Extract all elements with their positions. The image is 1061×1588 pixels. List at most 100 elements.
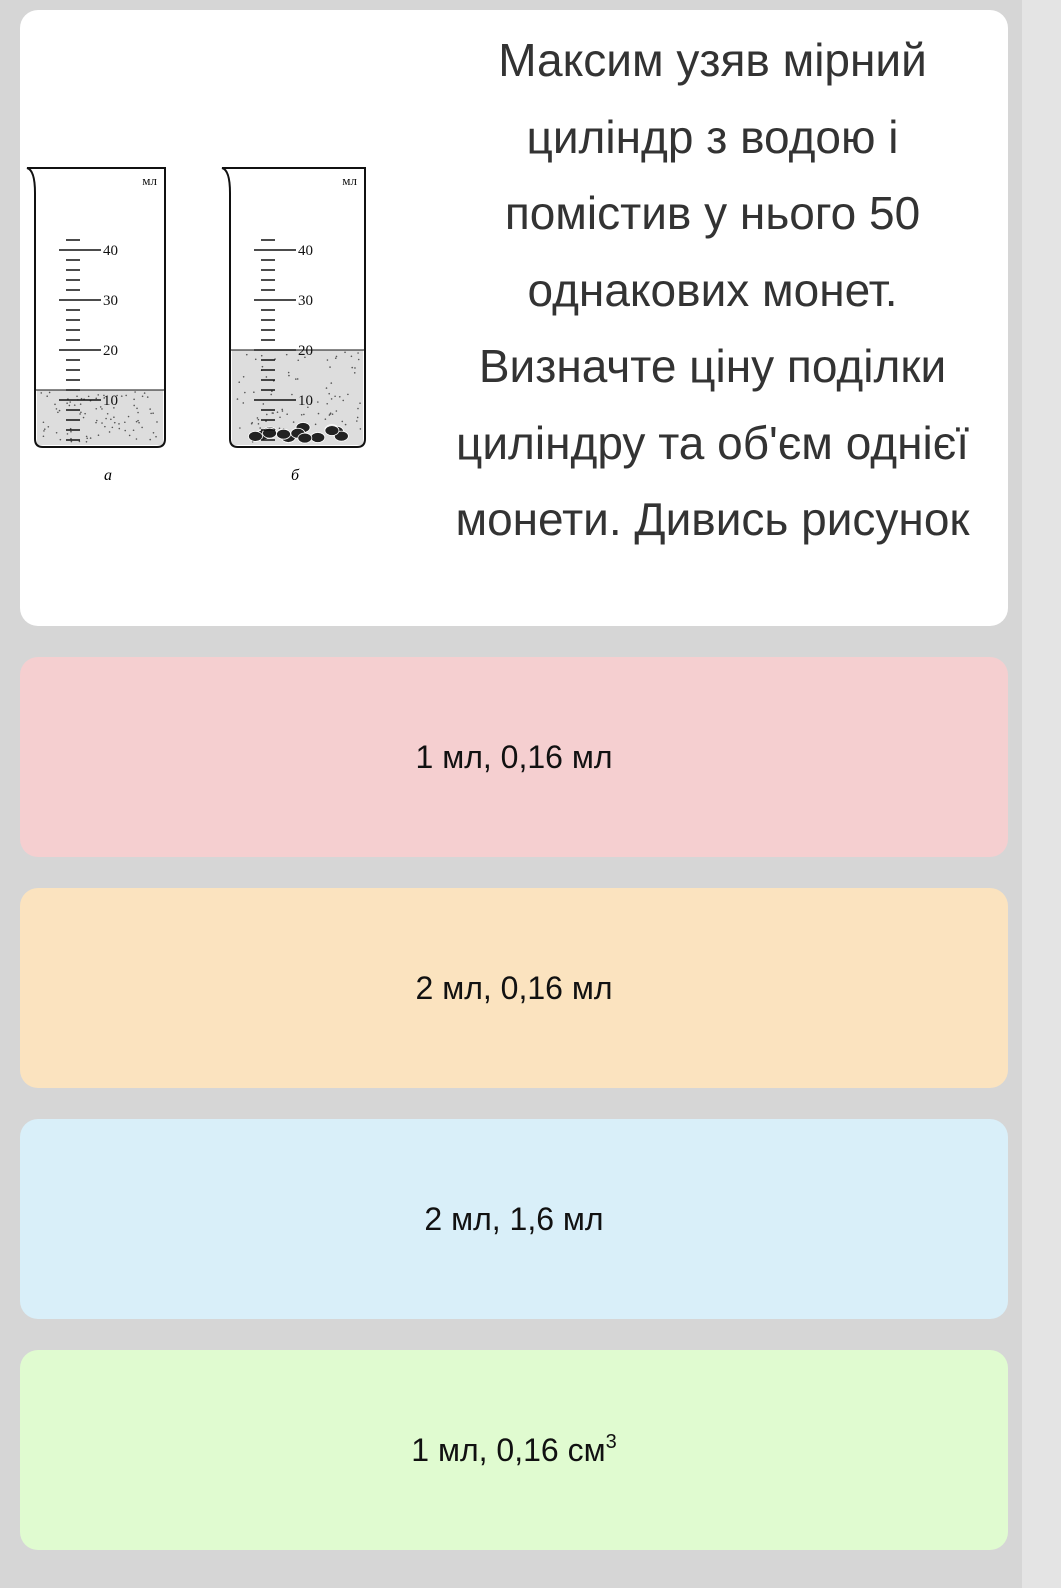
- coin: [298, 433, 312, 443]
- option-label: 1 мл, 0,16 мл: [416, 739, 613, 776]
- water-speckle: [336, 410, 338, 412]
- water-speckle: [238, 381, 240, 383]
- coin: [277, 429, 291, 439]
- water-speckle: [110, 418, 112, 420]
- water-speckle: [266, 376, 268, 378]
- water-speckle: [95, 398, 97, 400]
- water-speckle: [142, 396, 144, 398]
- water-speckle: [43, 435, 45, 437]
- water-speckle: [291, 394, 293, 396]
- water-speckle: [246, 354, 248, 356]
- answer-option-2[interactable]: 2 мл, 0,16 мл: [20, 888, 1008, 1088]
- water-speckle: [341, 421, 343, 423]
- water-speckle: [86, 441, 88, 443]
- water-speckle: [95, 408, 97, 410]
- water-speckle: [133, 405, 135, 407]
- answer-option-4[interactable]: 1 мл, 0,16 см 3: [20, 1350, 1008, 1550]
- water-speckle: [357, 417, 359, 419]
- water-speckle: [330, 382, 332, 384]
- water-speckle: [69, 401, 71, 403]
- water-speckle: [357, 408, 359, 410]
- water-speckle: [242, 402, 244, 404]
- water-speckle: [261, 355, 263, 357]
- water-speckle: [129, 435, 131, 437]
- water-speckle: [344, 351, 346, 353]
- water-speckle: [327, 359, 329, 361]
- water-speckle: [56, 408, 58, 410]
- water-speckle: [297, 359, 299, 361]
- water-speckle: [315, 424, 317, 426]
- water-speckle: [153, 432, 155, 434]
- water-speckle: [124, 421, 126, 423]
- water-speckle: [69, 405, 71, 407]
- scale-label: 30: [298, 293, 313, 309]
- answer-option-3[interactable]: 2 мл, 1,6 мл: [20, 1119, 1008, 1319]
- water-speckle: [86, 438, 88, 440]
- scale-label: 10: [298, 393, 313, 409]
- unit-label: мл: [342, 173, 357, 188]
- water-speckle: [358, 359, 360, 361]
- water-speckle: [70, 438, 72, 440]
- water-speckle: [67, 433, 69, 435]
- water-speckle: [244, 392, 246, 394]
- scale-label: 20: [103, 343, 118, 359]
- water-speckle: [71, 441, 73, 443]
- water-speckle: [303, 414, 305, 416]
- water-speckle: [347, 394, 349, 396]
- water-speckle: [66, 402, 68, 404]
- coin: [248, 431, 262, 441]
- water-speckle: [297, 378, 299, 380]
- water-speckle: [251, 423, 253, 425]
- water-speckle: [295, 378, 297, 380]
- cylinder-b: 40302010мл: [222, 168, 365, 447]
- water-speckle: [79, 441, 81, 443]
- water-speckle: [257, 417, 259, 419]
- water-speckle: [266, 414, 268, 416]
- water-speckle: [54, 404, 56, 406]
- water-speckle: [137, 420, 139, 422]
- water-speckle: [141, 427, 143, 429]
- water-speckle: [356, 420, 358, 422]
- option-label: 1 мл, 0,16 см: [411, 1432, 605, 1469]
- water-speckle: [105, 418, 107, 420]
- water-speckle: [360, 428, 362, 430]
- water-speckle: [86, 436, 88, 438]
- water-speckle: [83, 417, 85, 419]
- water-speckle: [128, 416, 130, 418]
- water-speckle: [144, 392, 146, 394]
- water-speckle: [318, 413, 320, 415]
- water-speckle: [133, 429, 135, 431]
- option-label: 2 мл, 1,6 мл: [424, 1201, 603, 1238]
- water-speckle: [342, 400, 344, 402]
- coin: [311, 432, 325, 442]
- water-speckle: [107, 413, 109, 415]
- water-speckle: [293, 421, 295, 423]
- water-speckle: [112, 427, 114, 429]
- scrollbar-track[interactable]: [1022, 0, 1061, 1588]
- scale-label: 40: [298, 243, 313, 259]
- water-speckle: [43, 430, 45, 432]
- water-speckle: [357, 352, 359, 354]
- water-speckle: [118, 423, 120, 425]
- water-speckle: [152, 412, 154, 414]
- water-speckle: [56, 432, 58, 434]
- cylinder-a-label: а: [104, 467, 112, 484]
- water-speckle: [80, 411, 82, 413]
- water-speckle: [336, 356, 338, 358]
- water-speckle: [95, 422, 97, 424]
- water-speckle: [331, 398, 333, 400]
- water-speckle: [136, 438, 138, 440]
- water-speckle: [96, 420, 98, 422]
- water-speckle: [150, 413, 152, 415]
- water-speckle: [329, 366, 331, 368]
- water-speckle: [326, 403, 328, 405]
- water-speckle: [70, 431, 72, 433]
- water-speckle: [271, 412, 273, 414]
- water-speckle: [121, 395, 123, 397]
- water-speckle: [279, 416, 281, 418]
- water-speckle: [88, 396, 90, 398]
- water-speckle: [317, 401, 319, 403]
- water-speckle: [270, 394, 272, 396]
- answer-option-1[interactable]: 1 мл, 0,16 мл: [20, 657, 1008, 857]
- water-speckle: [100, 406, 102, 408]
